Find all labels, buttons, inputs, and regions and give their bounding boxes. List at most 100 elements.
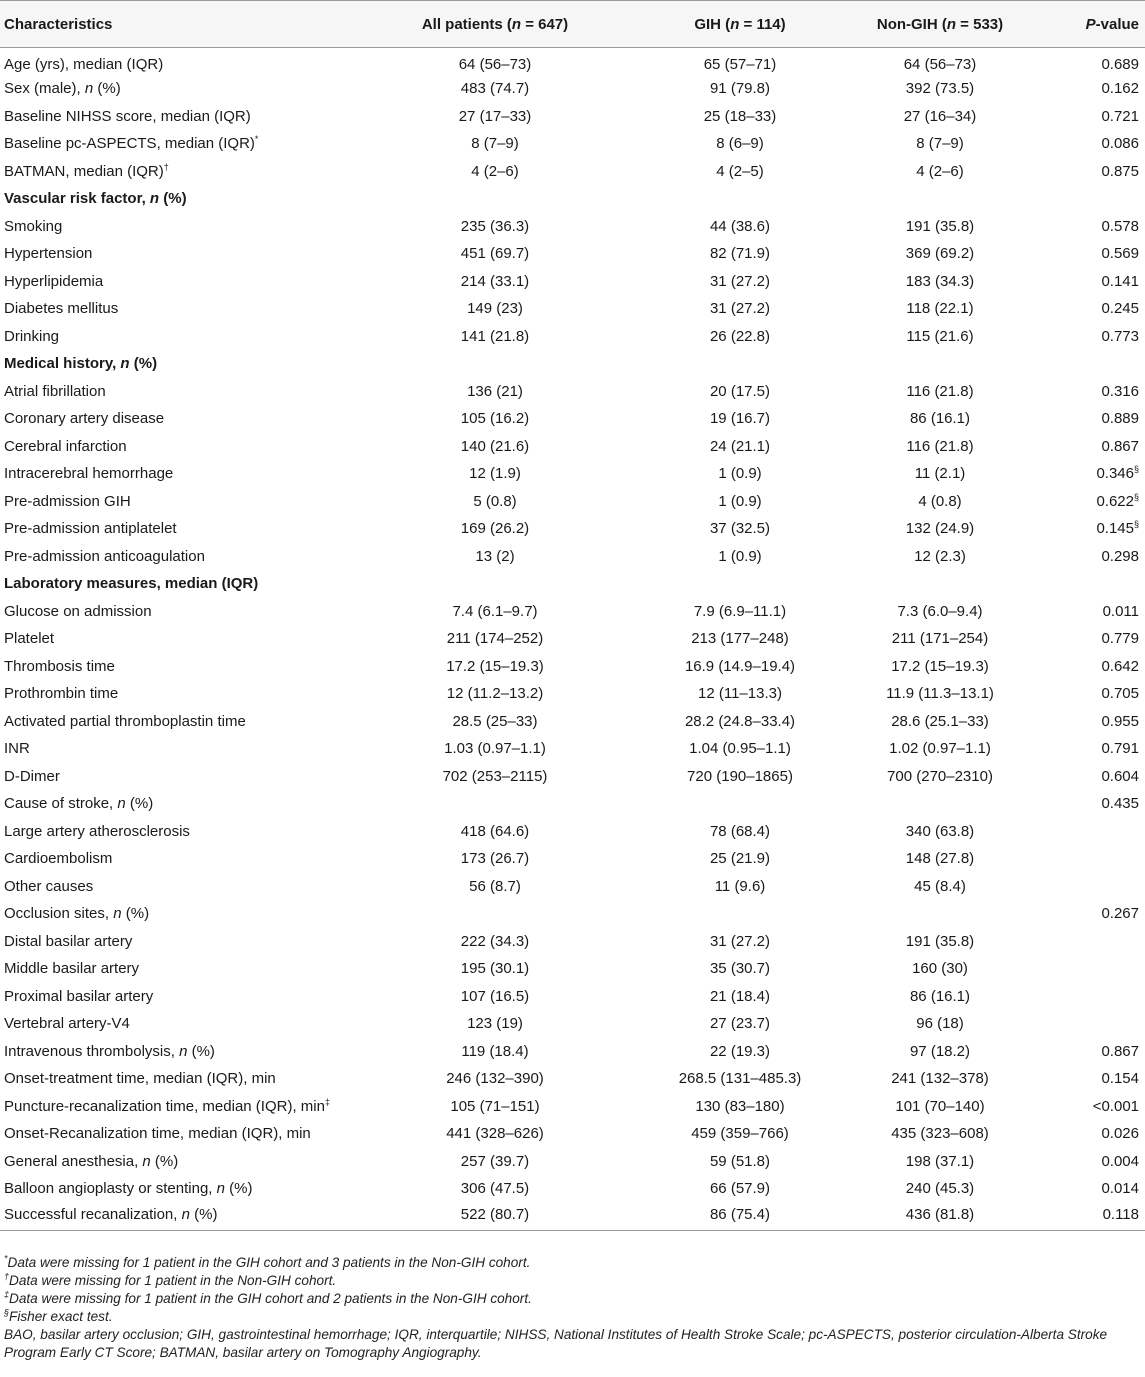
cell-non-gih: 148 (27.8) xyxy=(905,850,975,868)
table-row: Distal basilar artery 222 (34.3) 31 (27.2)… xyxy=(0,928,1145,956)
cell-all-patients: 169 (26.2) xyxy=(460,520,530,538)
characteristics-table: Characteristics All patients (n = 647) G… xyxy=(0,0,1145,1231)
table-row: Balloon angioplasty or stenting, n (%) 30… xyxy=(0,1175,1145,1203)
cell-gih: 16.9 (14.9–19.4) xyxy=(684,657,796,675)
cell-non-gih: 132 (24.9) xyxy=(905,520,975,538)
section-header-row: Laboratory measures, median (IQR) xyxy=(0,570,1145,598)
cell-gih: 268.5 (131–485.3) xyxy=(678,1070,802,1088)
row-label: Pre-admission antiplatelet xyxy=(4,520,177,538)
cell-p-value: 0.604 xyxy=(1101,767,1139,785)
section-header-row: Medical history, n (%) xyxy=(0,350,1145,378)
cell-p-value: 0.346§ xyxy=(1096,464,1139,483)
row-label: Balloon angioplasty or stenting, n (%) xyxy=(4,1180,253,1198)
cell-gih: 31 (27.2) xyxy=(709,932,771,950)
cell-all-patients: 105 (16.2) xyxy=(460,410,530,428)
cell-gih xyxy=(640,790,840,818)
table-row: Sex (male), n (%) 483 (74.7) 91 (79.8) 392 … xyxy=(0,75,1145,103)
row-label: Distal basilar artery xyxy=(4,932,133,950)
row-label: Platelet xyxy=(4,630,55,648)
row-label: Prothrombin time xyxy=(4,685,119,703)
section-header-row: Vascular risk factor, n (%) xyxy=(0,185,1145,213)
row-label: Age (yrs), median (IQR) xyxy=(4,56,164,73)
cell-p-value: 0.267 xyxy=(1101,905,1139,923)
cell-non-gih: 4 (0.8) xyxy=(918,492,962,510)
row-label: Smoking xyxy=(4,217,63,235)
footnote: ‡Data were missing for 1 patient in the … xyxy=(4,1289,532,1306)
cell-non-gih: 340 (63.8) xyxy=(905,822,975,840)
cell-all-patients: 441 (328–626) xyxy=(446,1125,544,1143)
cell-p-value: 0.154 xyxy=(1101,1070,1139,1088)
cell-p-value: 0.578 xyxy=(1101,217,1139,235)
cell-non-gih: 241 (132–378) xyxy=(891,1070,989,1088)
row-label: Cause of stroke, n (%) xyxy=(4,795,154,813)
cell-p-value xyxy=(1040,845,1145,873)
cell-gih: 25 (18–33) xyxy=(703,107,777,125)
table-row: Prothrombin time 12 (11.2–13.2) 12 (11–13.… xyxy=(0,680,1145,708)
table-row: Intravenous thrombolysis, n (%) 119 (18.4… xyxy=(0,1038,1145,1066)
cell-gih: 459 (359–766) xyxy=(691,1125,789,1143)
table-row: Thrombosis time 17.2 (15–19.3) 16.9 (14.9–… xyxy=(0,653,1145,681)
cell-non-gih: 191 (35.8) xyxy=(905,932,975,950)
cell-p-value: 0.086 xyxy=(1101,135,1139,153)
cell-all-patients: 13 (2) xyxy=(475,547,515,565)
cell-gih: 65 (57–71) xyxy=(703,56,777,73)
cell-p-value: 0.435 xyxy=(1101,795,1139,813)
row-label: Sex (male), n (%) xyxy=(4,80,121,98)
cell-p-value: 0.642 xyxy=(1101,657,1139,675)
row-label: Puncture-recanalization time, median (IQ… xyxy=(4,1096,330,1115)
cell-gih: 21 (18.4) xyxy=(709,987,771,1005)
row-label: Large artery atherosclerosis xyxy=(4,822,190,840)
cell-gih: 7.9 (6.9–11.1) xyxy=(693,602,787,620)
cell-non-gih xyxy=(840,790,1040,818)
table-row: Cardioembolism 173 (26.7) 25 (21.9) 148 (27… xyxy=(0,845,1145,873)
cell-gih: 1 (0.9) xyxy=(718,492,762,510)
row-label: Baseline NIHSS score, median (IQR) xyxy=(4,107,251,125)
cell-non-gih: 96 (18) xyxy=(916,1015,964,1033)
cell-non-gih: 435 (323–608) xyxy=(891,1125,989,1143)
cell-gih: 28.2 (24.8–33.4) xyxy=(684,712,796,730)
cell-gih: 1.04 (0.95–1.1) xyxy=(689,740,791,758)
cell-non-gih: 211 (171–254) xyxy=(891,630,989,648)
cell-all-patients: 214 (33.1) xyxy=(460,272,530,290)
cell-gih: 31 (27.2) xyxy=(709,272,771,290)
row-label: Activated partial thromboplastin time xyxy=(4,712,246,730)
cell-non-gih: 12 (2.3) xyxy=(914,547,966,565)
cell-p-value xyxy=(1040,955,1145,983)
table-row: Platelet 211 (174–252) 213 (177–248) 211 (1… xyxy=(0,625,1145,653)
cell-p-value: <0.001 xyxy=(1092,1097,1139,1115)
table-row: Other causes 56 (8.7) 11 (9.6) 45 (8.4) xyxy=(0,873,1145,901)
table-row: Vertebral artery-V4 123 (19) 27 (23.7) 96 (… xyxy=(0,1010,1145,1038)
cell-all-patients: 56 (8.7) xyxy=(469,877,521,895)
table-row: Diabetes mellitus 149 (23) 31 (27.2) 118 (2… xyxy=(0,295,1145,323)
footnote-abbreviations: BAO, basilar artery occlusion; GIH, gast… xyxy=(4,1327,1108,1360)
cell-p-value: 0.162 xyxy=(1101,80,1139,98)
cell-p-value xyxy=(1040,818,1145,846)
cell-all-patients: 1.03 (0.97–1.1) xyxy=(444,740,546,758)
section-label: Laboratory measures, median (IQR) xyxy=(4,575,259,593)
row-label: Hypertension xyxy=(4,245,93,263)
cell-gih: 130 (83–180) xyxy=(695,1097,785,1115)
table-row: Pre-admission anticoagulation 13 (2) 1 (0.… xyxy=(0,543,1145,571)
cell-all-patients xyxy=(350,900,640,928)
row-label: Glucose on admission xyxy=(4,602,152,620)
cell-gih xyxy=(640,900,840,928)
cell-non-gih: 11 (2.1) xyxy=(914,465,966,483)
cell-all-patients: 28.5 (25–33) xyxy=(452,712,538,730)
cell-all-patients: 522 (80.7) xyxy=(350,1202,640,1231)
header-gih: GIH (n = 114) xyxy=(640,0,840,48)
cell-non-gih: 183 (34.3) xyxy=(905,272,975,290)
cell-non-gih: 369 (69.2) xyxy=(905,245,975,263)
row-label: Successful recanalization, n (%) xyxy=(0,1202,350,1231)
row-label: Onset-Recanalization time, median (IQR),… xyxy=(4,1125,311,1143)
cell-p-value: 0.004 xyxy=(1101,1152,1139,1170)
cell-p-value xyxy=(1040,873,1145,901)
row-label: D-Dimer xyxy=(4,767,60,785)
row-label: Middle basilar artery xyxy=(4,960,140,978)
cell-p-value: 0.569 xyxy=(1101,245,1139,263)
table-row: Occlusion sites, n (%) 0.267 xyxy=(0,900,1145,928)
cell-p-value: 0.118 xyxy=(1040,1202,1145,1231)
cell-non-gih: 7.3 (6.0–9.4) xyxy=(897,602,983,620)
row-label: BATMAN, median (IQR)† xyxy=(4,161,169,180)
cell-all-patients: 136 (21) xyxy=(467,382,523,400)
